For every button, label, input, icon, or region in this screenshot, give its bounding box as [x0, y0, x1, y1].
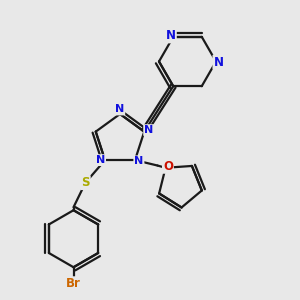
Text: N: N [96, 155, 105, 165]
Text: N: N [213, 56, 224, 69]
Text: N: N [144, 125, 153, 135]
Text: N: N [134, 156, 143, 166]
Text: Br: Br [66, 277, 81, 290]
Text: N: N [115, 104, 124, 115]
Text: O: O [163, 160, 173, 173]
Text: S: S [81, 176, 90, 189]
Text: N: N [166, 29, 176, 42]
